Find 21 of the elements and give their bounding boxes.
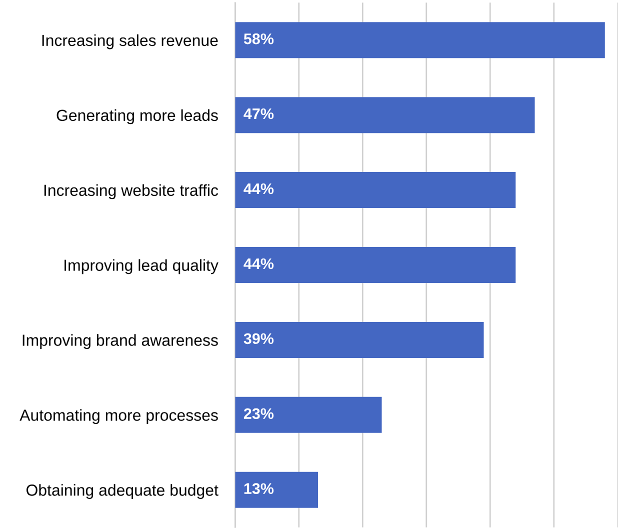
- y-tick-label: Generating more leads: [56, 109, 218, 124]
- y-tick-label: Automating more processes: [20, 409, 218, 424]
- bar: [235, 322, 484, 358]
- y-tick-label: Improving lead quality: [64, 259, 218, 274]
- bar: [235, 472, 318, 508]
- data-label: 44%: [244, 258, 274, 270]
- y-tick-label: Improving brand awareness: [22, 334, 218, 350]
- data-label: 47%: [244, 108, 274, 120]
- data-label: 58%: [244, 33, 274, 44]
- y-tick-label: Obtaining adequate budget: [26, 484, 218, 499]
- data-label: 39%: [244, 333, 274, 344]
- bar: [235, 172, 516, 208]
- bar: [235, 97, 535, 134]
- data-label: 23%: [244, 408, 274, 420]
- data-label: 13%: [244, 483, 274, 494]
- y-tick-label: Increasing website traffic: [44, 184, 218, 200]
- bar: [235, 247, 516, 283]
- bar: [235, 22, 605, 58]
- bar: [235, 396, 382, 433]
- y-tick-label: Increasing sales revenue: [42, 34, 218, 50]
- data-label: 44%: [244, 183, 274, 194]
